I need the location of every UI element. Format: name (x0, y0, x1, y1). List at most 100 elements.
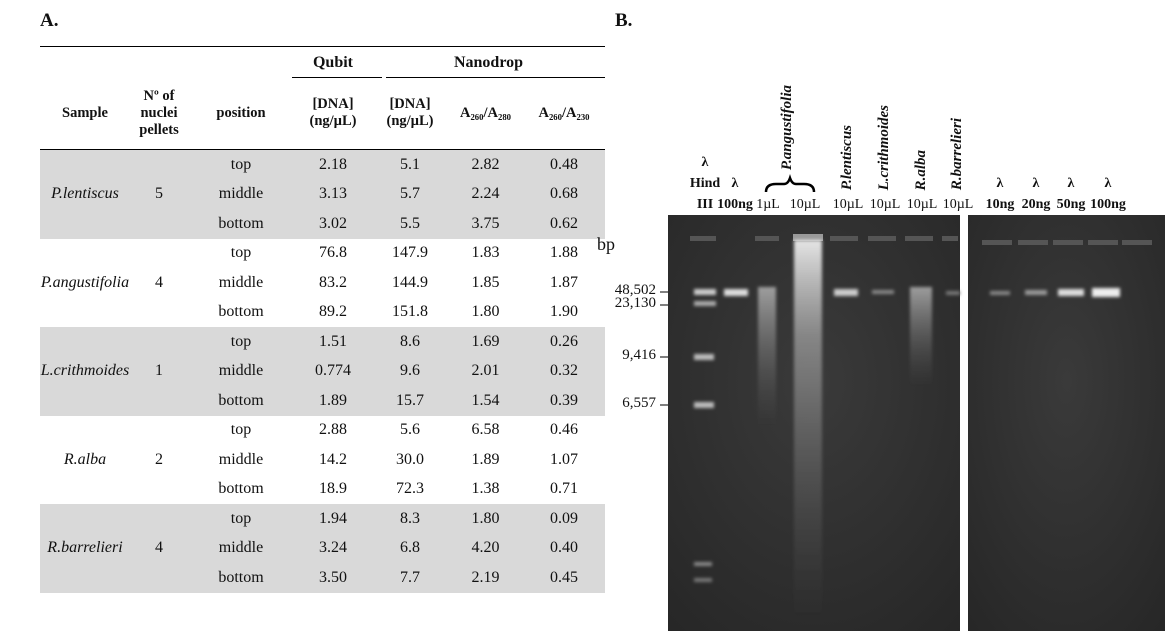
figure: A. Qubit Nanodrop SampleNº of nuclei pel… (0, 0, 1165, 631)
panel-label: B. (615, 10, 632, 32)
group-header: Nanodrop (372, 47, 605, 77)
column-header: [DNA] (ng/µL) (294, 77, 372, 150)
table-row: P.lentiscus5top2.185.12.820.48 (40, 150, 605, 180)
table-cell: 5.1 (372, 150, 448, 180)
table-cell: bottom (188, 563, 294, 593)
table-cell: 89.2 (294, 298, 372, 328)
sample-label: P.angustifolia (779, 85, 796, 170)
column-header: A₂₆₀/A₂₃₀ (523, 77, 605, 150)
table-cell: 1.89 (294, 386, 372, 416)
table-cell: 0.46 (523, 416, 605, 446)
size-marker: 6,557 (622, 395, 656, 412)
sample-name: R.alba (40, 416, 130, 505)
table-cell: 144.9 (372, 268, 448, 298)
table-cell: 1.51 (294, 327, 372, 357)
table-cell: 3.50 (294, 563, 372, 593)
table-cell: 1.69 (448, 327, 523, 357)
table-cell: bottom (188, 298, 294, 328)
table-cell: 151.8 (372, 298, 448, 328)
size-marker: 23,130 (615, 295, 656, 312)
sample-name: L.crithmoides (40, 327, 130, 416)
table-cell: top (188, 416, 294, 446)
table-cell: 72.3 (372, 475, 448, 505)
pellet-count: 1 (130, 327, 188, 416)
gel-right (968, 215, 1165, 631)
lane-label: 10µL (833, 194, 864, 215)
lane-label: 1µL (756, 194, 780, 215)
table-cell: 3.24 (294, 534, 372, 564)
table-cell: 1.90 (523, 298, 605, 328)
lane-label: λ 10ng (986, 173, 1015, 215)
sample-label: R.alba (913, 150, 930, 190)
size-unit: bp (597, 234, 615, 255)
table-cell: 2.18 (294, 150, 372, 180)
column-header: position (188, 77, 294, 150)
table-cell: top (188, 150, 294, 180)
table-row: L.crithmoides1top1.518.61.690.26 (40, 327, 605, 357)
gel-image (660, 0, 1165, 631)
lane-label: λ Hind III (690, 152, 720, 215)
table-cell: 0.774 (294, 357, 372, 387)
table-cell: bottom (188, 475, 294, 505)
table-cell: 147.9 (372, 239, 448, 269)
pellet-count: 5 (130, 150, 188, 239)
size-marker: 9,416 (622, 347, 656, 364)
sample-label: R.barrelieri (949, 118, 966, 190)
pellet-count: 4 (130, 239, 188, 328)
table-cell: 0.68 (523, 180, 605, 210)
pellet-count: 4 (130, 504, 188, 593)
table-cell: 4.20 (448, 534, 523, 564)
table-cell: top (188, 327, 294, 357)
table-cell: top (188, 239, 294, 269)
lane-label: 10µL (870, 194, 901, 215)
table-row: R.alba2top2.885.66.580.46 (40, 416, 605, 446)
lane-label: λ 50ng (1057, 173, 1086, 215)
lane-label: λ 100ng (717, 173, 753, 215)
table-cell: 14.2 (294, 445, 372, 475)
sample-label: P.lentiscus (839, 125, 856, 190)
table-cell: 2.88 (294, 416, 372, 446)
table-cell: 5.7 (372, 180, 448, 210)
column-header: [DNA] (ng/µL) (372, 77, 448, 150)
table-cell: 0.39 (523, 386, 605, 416)
table-cell: 0.32 (523, 357, 605, 387)
table-cell: middle (188, 445, 294, 475)
table-cell: 1.80 (448, 298, 523, 328)
table-cell: 76.8 (294, 239, 372, 269)
table-cell: 0.48 (523, 150, 605, 180)
table-cell: 1.88 (523, 239, 605, 269)
table-cell: 1.85 (448, 268, 523, 298)
table-cell: 7.7 (372, 563, 448, 593)
table-cell: 1.94 (294, 504, 372, 534)
table-cell: 1.54 (448, 386, 523, 416)
table-cell: 0.45 (523, 563, 605, 593)
table-cell: bottom (188, 386, 294, 416)
table-cell: bottom (188, 209, 294, 239)
table-cell: 2.24 (448, 180, 523, 210)
table-cell: 1.07 (523, 445, 605, 475)
panel-label: A. (40, 10, 58, 32)
table-cell: 30.0 (372, 445, 448, 475)
sample-name: P.lentiscus (40, 150, 130, 239)
table-cell: 0.71 (523, 475, 605, 505)
table-cell: 8.3 (372, 504, 448, 534)
table-cell: middle (188, 534, 294, 564)
table-cell: middle (188, 180, 294, 210)
table-cell: 5.6 (372, 416, 448, 446)
brace (766, 178, 814, 192)
table-cell: 1.38 (448, 475, 523, 505)
table-cell: 1.89 (448, 445, 523, 475)
table-cell: 0.26 (523, 327, 605, 357)
table-cell: 6.8 (372, 534, 448, 564)
group-header: Qubit (294, 47, 372, 77)
table-cell: 18.9 (294, 475, 372, 505)
table-cell: 15.7 (372, 386, 448, 416)
sample-label: L.crithmoides (876, 105, 893, 190)
table-cell: middle (188, 268, 294, 298)
table-cell: 5.5 (372, 209, 448, 239)
table-cell: 8.6 (372, 327, 448, 357)
column-header: A₂₆₀/A₂₈₀ (448, 77, 523, 150)
table-cell: 2.82 (448, 150, 523, 180)
